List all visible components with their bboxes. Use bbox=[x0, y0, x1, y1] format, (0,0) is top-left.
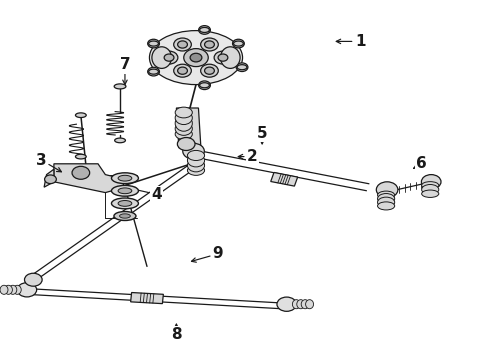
Ellipse shape bbox=[378, 191, 395, 199]
Circle shape bbox=[164, 54, 174, 61]
Ellipse shape bbox=[114, 84, 126, 89]
Ellipse shape bbox=[118, 201, 132, 206]
Ellipse shape bbox=[149, 31, 243, 85]
Ellipse shape bbox=[115, 138, 125, 143]
Text: 1: 1 bbox=[355, 34, 366, 49]
Ellipse shape bbox=[175, 122, 192, 135]
Circle shape bbox=[277, 297, 296, 311]
Ellipse shape bbox=[175, 107, 192, 118]
Polygon shape bbox=[271, 172, 297, 186]
Ellipse shape bbox=[4, 285, 12, 294]
Ellipse shape bbox=[188, 159, 205, 172]
Ellipse shape bbox=[199, 27, 209, 32]
Ellipse shape bbox=[112, 198, 138, 209]
Text: 8: 8 bbox=[171, 327, 182, 342]
Ellipse shape bbox=[114, 211, 136, 220]
Circle shape bbox=[233, 39, 245, 48]
Ellipse shape bbox=[175, 115, 192, 131]
Circle shape bbox=[147, 67, 159, 76]
Circle shape bbox=[190, 53, 202, 62]
Ellipse shape bbox=[297, 300, 305, 309]
Ellipse shape bbox=[421, 185, 439, 194]
Ellipse shape bbox=[220, 47, 240, 68]
Circle shape bbox=[72, 166, 90, 179]
Ellipse shape bbox=[0, 285, 8, 294]
Ellipse shape bbox=[75, 154, 86, 159]
Polygon shape bbox=[131, 293, 163, 303]
Ellipse shape bbox=[234, 41, 244, 46]
Ellipse shape bbox=[188, 154, 205, 167]
Text: 7: 7 bbox=[120, 57, 130, 72]
Circle shape bbox=[177, 138, 195, 150]
Text: 6: 6 bbox=[416, 156, 427, 171]
Text: 4: 4 bbox=[151, 187, 162, 202]
Ellipse shape bbox=[175, 111, 192, 125]
Ellipse shape bbox=[378, 194, 395, 204]
Polygon shape bbox=[176, 108, 201, 148]
Ellipse shape bbox=[293, 300, 300, 309]
Circle shape bbox=[17, 283, 37, 297]
Text: 5: 5 bbox=[257, 126, 268, 141]
Ellipse shape bbox=[378, 202, 395, 210]
Ellipse shape bbox=[188, 165, 205, 175]
Ellipse shape bbox=[13, 285, 21, 294]
Circle shape bbox=[177, 41, 188, 48]
Text: 2: 2 bbox=[247, 149, 258, 164]
Ellipse shape bbox=[148, 69, 158, 74]
Circle shape bbox=[147, 39, 159, 48]
Circle shape bbox=[201, 38, 219, 51]
Text: 9: 9 bbox=[213, 246, 223, 261]
Polygon shape bbox=[54, 164, 125, 193]
Circle shape bbox=[421, 175, 441, 189]
Circle shape bbox=[214, 51, 232, 64]
Ellipse shape bbox=[152, 47, 172, 68]
Ellipse shape bbox=[112, 173, 138, 184]
Circle shape bbox=[218, 54, 228, 61]
Circle shape bbox=[376, 182, 398, 198]
Polygon shape bbox=[44, 169, 54, 187]
Circle shape bbox=[45, 175, 56, 184]
Ellipse shape bbox=[9, 285, 17, 294]
Ellipse shape bbox=[148, 41, 158, 46]
Circle shape bbox=[183, 143, 204, 159]
Circle shape bbox=[236, 63, 248, 72]
Ellipse shape bbox=[237, 65, 247, 70]
Ellipse shape bbox=[306, 300, 314, 309]
Ellipse shape bbox=[301, 300, 309, 309]
Circle shape bbox=[177, 67, 188, 74]
Circle shape bbox=[174, 38, 191, 51]
Ellipse shape bbox=[120, 214, 130, 218]
Circle shape bbox=[205, 41, 215, 48]
Ellipse shape bbox=[175, 129, 192, 139]
Ellipse shape bbox=[118, 175, 132, 181]
Circle shape bbox=[184, 49, 208, 67]
Circle shape bbox=[205, 67, 215, 74]
Circle shape bbox=[24, 273, 42, 286]
Circle shape bbox=[160, 51, 178, 64]
Ellipse shape bbox=[112, 185, 138, 196]
Ellipse shape bbox=[75, 113, 86, 117]
Circle shape bbox=[198, 26, 210, 34]
Circle shape bbox=[201, 64, 219, 77]
Ellipse shape bbox=[199, 83, 209, 88]
Ellipse shape bbox=[188, 150, 205, 161]
Ellipse shape bbox=[421, 182, 439, 189]
Circle shape bbox=[174, 64, 191, 77]
Circle shape bbox=[198, 81, 210, 90]
Ellipse shape bbox=[118, 188, 132, 194]
Text: 3: 3 bbox=[36, 153, 47, 168]
Ellipse shape bbox=[421, 190, 439, 197]
Ellipse shape bbox=[378, 197, 395, 207]
